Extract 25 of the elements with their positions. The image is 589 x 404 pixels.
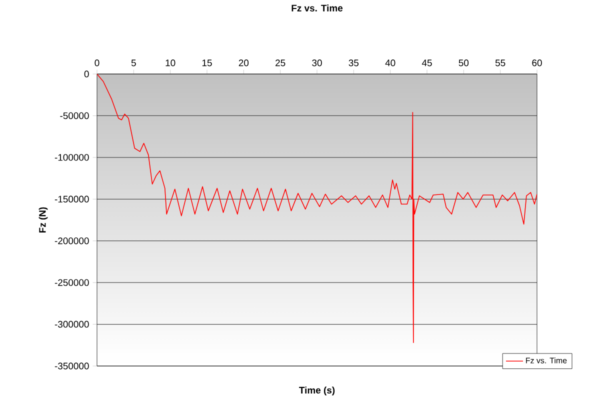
x-axis-title: Time (s): [299, 386, 335, 396]
x-tick-label: 30: [312, 60, 322, 66]
x-tick-label: 60: [532, 60, 542, 66]
x-tick-label: 35: [348, 60, 359, 66]
x-tick-label: 40: [385, 60, 396, 66]
x-tick-label: 55: [495, 60, 506, 66]
y-tick-label: -350000: [54, 362, 89, 370]
x-tick-label: 25: [276, 60, 286, 66]
x-tick-label: 50: [458, 60, 469, 66]
y-tick-label: 0: [84, 70, 89, 78]
line-series: [97, 74, 537, 344]
y-tick-label: -100000: [54, 154, 89, 161]
x-tick-label: 0: [94, 60, 100, 66]
y-axis-title: Fz (N): [38, 207, 48, 232]
y-tick-label: -250000: [54, 279, 89, 286]
chart-title: Fz vs. Time: [292, 4, 343, 12]
y-tick-label: -150000: [54, 196, 89, 202]
x-tick-label: 5: [131, 60, 136, 66]
y-tick-label: -300000: [54, 320, 89, 328]
y-tick-label: -50000: [60, 112, 89, 120]
y-tick-label: -200000: [54, 238, 89, 244]
x-tick-label: 45: [422, 60, 432, 66]
x-tick-label: 10: [166, 60, 176, 66]
x-tick-label: 20: [238, 60, 249, 66]
x-tick-label: 15: [202, 60, 212, 66]
